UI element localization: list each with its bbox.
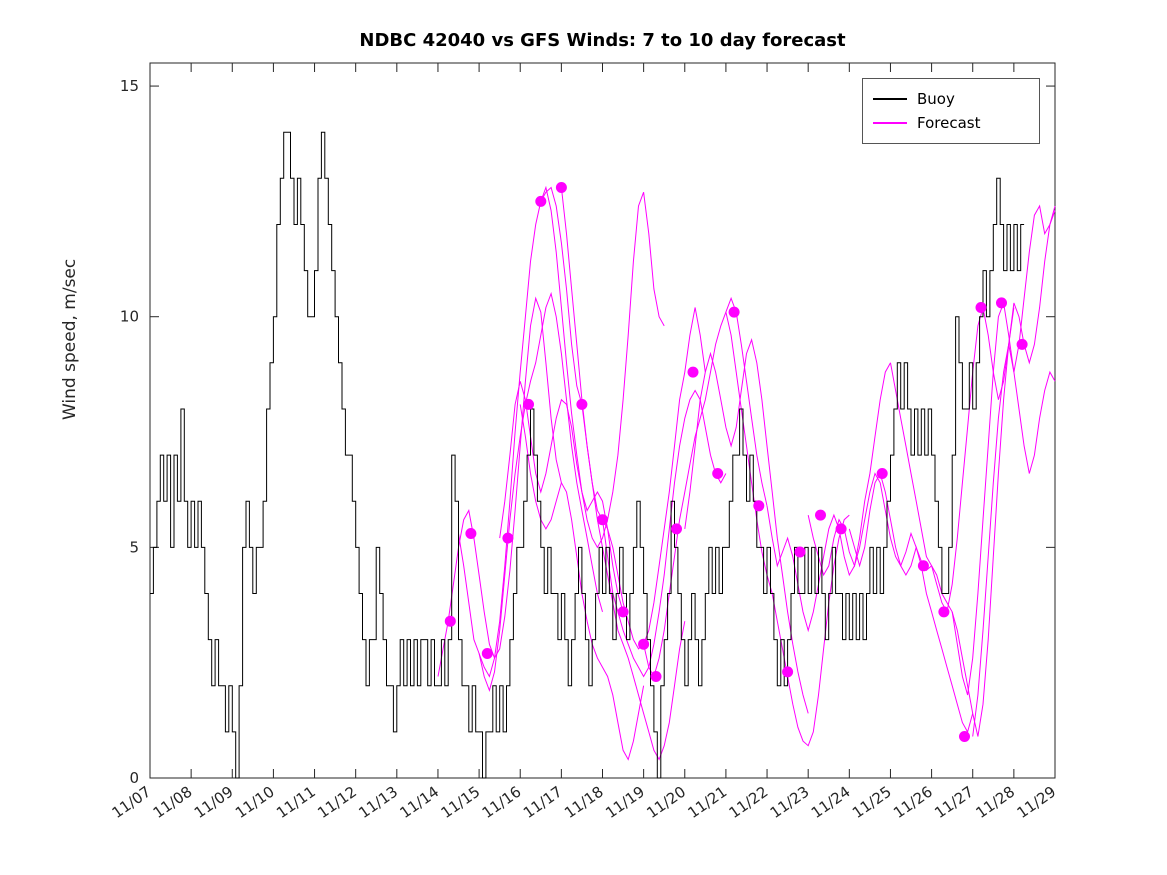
forecast-line <box>499 381 624 613</box>
x-tick-label: 11/20 <box>643 783 689 823</box>
forecast-marker <box>597 514 608 526</box>
x-tick-label: 11/29 <box>1014 783 1060 823</box>
forecast-marker <box>555 182 567 193</box>
x-tick-label: 11/23 <box>767 783 813 823</box>
forecast-line <box>848 472 974 734</box>
forecast-line <box>951 204 1056 696</box>
x-tick-label: 11/10 <box>232 783 278 823</box>
forecast-marker <box>650 671 662 682</box>
forecast-marker <box>617 606 629 618</box>
x-tick-label: 11/25 <box>849 783 895 823</box>
legend-line-buoy <box>873 98 907 100</box>
x-tick-label: 11/24 <box>808 783 854 823</box>
forecast-line <box>478 291 603 693</box>
x-tick-label: 11/13 <box>355 783 401 823</box>
x-tick-label: 11/16 <box>479 783 525 823</box>
x-tick-label: 11/22 <box>726 783 772 823</box>
forecast-marker <box>938 606 950 618</box>
forecast-marker <box>465 528 477 539</box>
forecast-line <box>766 362 891 633</box>
forecast-marker <box>782 666 794 678</box>
forecast-marker <box>523 398 534 410</box>
axes-box <box>149 62 1056 779</box>
forecast-line <box>540 185 665 549</box>
x-tick-label: 11/07 <box>109 783 155 823</box>
x-tick-label: 11/11 <box>273 783 319 823</box>
forecast-marker <box>835 523 847 535</box>
forecast-line <box>458 186 583 678</box>
legend-item-buoy: Buoy <box>873 87 1029 111</box>
y-tick-label: 15 <box>120 77 139 95</box>
forecast-marker <box>671 523 682 535</box>
forecast-marker <box>794 546 806 558</box>
x-tick-label: 11/14 <box>397 783 443 823</box>
forecast-marker <box>687 366 699 378</box>
forecast-marker <box>638 638 650 650</box>
forecast-line <box>972 344 1056 737</box>
forecast-marker <box>753 500 765 512</box>
forecast-marker <box>576 398 588 410</box>
forecast-marker <box>996 297 1007 309</box>
chart-title: NDBC 42040 vs GFS Winds: 7 to 10 day for… <box>359 30 846 51</box>
legend-label-forecast: Forecast <box>917 114 981 132</box>
legend-label-buoy: Buoy <box>917 90 955 108</box>
x-tick-label: 11/15 <box>438 783 484 823</box>
forecast-marker <box>535 195 547 207</box>
x-tick-label: 11/26 <box>890 783 936 823</box>
forecast-line <box>560 187 686 761</box>
legend-item-forecast: Forecast <box>873 111 1029 135</box>
forecast-line <box>684 338 809 714</box>
forecast-marker <box>444 615 456 627</box>
forecast-marker <box>917 560 929 572</box>
x-tick-label: 11/27 <box>931 783 977 823</box>
forecast-marker <box>975 302 987 313</box>
forecast-marker <box>712 468 724 479</box>
forecast-marker <box>502 532 514 544</box>
forecast-marker <box>1016 338 1028 350</box>
legend-line-forecast <box>873 122 907 124</box>
forecast-line <box>581 307 706 650</box>
buoy-line <box>150 131 1025 779</box>
forecast-line <box>602 389 727 678</box>
x-tick-label: 11/28 <box>972 783 1018 823</box>
forecast-line <box>643 296 768 678</box>
forecast-marker <box>481 648 493 659</box>
forecast-line <box>807 472 932 577</box>
x-tick-label: 11/09 <box>191 783 237 823</box>
y-tick-label: 10 <box>120 308 139 326</box>
x-tick-label: 11/21 <box>684 783 730 823</box>
forecast-marker <box>728 306 740 318</box>
x-tick-label: 11/08 <box>150 783 196 823</box>
x-tick-label: 11/18 <box>561 783 607 823</box>
forecast-marker <box>815 509 826 521</box>
forecast-marker <box>876 468 888 479</box>
forecast-marker <box>959 731 970 742</box>
x-tick-label: 11/17 <box>520 783 566 823</box>
legend: Buoy Forecast <box>862 78 1040 144</box>
y-tick-label: 0 <box>129 769 139 787</box>
x-tick-label: 11/19 <box>602 783 648 823</box>
y-tick-label: 5 <box>129 538 139 556</box>
x-tick-label: 11/12 <box>314 783 360 823</box>
